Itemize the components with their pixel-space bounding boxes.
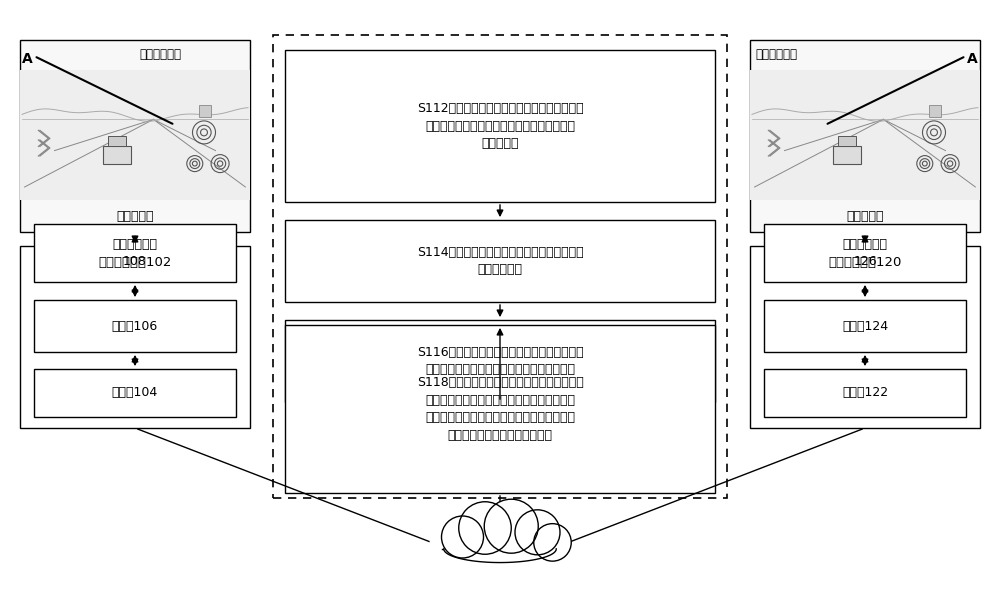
Text: 目标虚拟场景: 目标虚拟场景 <box>140 48 182 61</box>
FancyBboxPatch shape <box>750 40 980 232</box>
Text: S114，获取在第一客户端上执行操作所生成的
第一操作指令: S114，获取在第一客户端上执行操作所生成的 第一操作指令 <box>417 246 583 276</box>
Circle shape <box>459 502 511 554</box>
FancyBboxPatch shape <box>764 300 966 352</box>
FancyBboxPatch shape <box>285 50 715 202</box>
FancyBboxPatch shape <box>285 320 715 402</box>
Circle shape <box>515 510 560 555</box>
FancyBboxPatch shape <box>108 136 126 146</box>
FancyBboxPatch shape <box>20 246 250 428</box>
Text: 存储器104: 存储器104 <box>112 386 158 399</box>
Text: 人机交互屏幕
126: 人机交互屏幕 126 <box>842 238 888 268</box>
FancyBboxPatch shape <box>750 70 980 200</box>
FancyBboxPatch shape <box>103 146 131 163</box>
FancyBboxPatch shape <box>750 246 980 428</box>
FancyBboxPatch shape <box>285 220 715 302</box>
FancyBboxPatch shape <box>20 40 250 232</box>
Text: S112，在第一客户端执行游戏任务的情况下，
控制在目标虚拟场景中呈现执行游戏任务的第
一目标对象: S112，在第一客户端执行游戏任务的情况下， 控制在目标虚拟场景中呈现执行游戏任… <box>417 102 583 150</box>
FancyBboxPatch shape <box>34 300 236 352</box>
FancyBboxPatch shape <box>838 136 856 146</box>
Circle shape <box>517 525 565 573</box>
Text: S116，响应第一操作指令，控制在目标虚拟场
景中呈现第一目标对象执行游戏任务中的动作: S116，响应第一操作指令，控制在目标虚拟场 景中呈现第一目标对象执行游戏任务中… <box>417 346 583 376</box>
Text: 服务器
110: 服务器 110 <box>487 532 513 565</box>
Circle shape <box>484 499 538 553</box>
FancyBboxPatch shape <box>764 224 966 282</box>
Text: S118，在第一目标对象执行游戏任务达到第一
时长、且游戏任务未完成的情况下，控制在目
标虚拟场景中呈现在第一目标对象之后的第二
目标对象执行游戏任务中的动作: S118，在第一目标对象执行游戏任务达到第一 时长、且游戏任务未完成的情况下，控… <box>417 376 583 442</box>
Text: 人机交互屏幕
108: 人机交互屏幕 108 <box>112 238 158 268</box>
Text: 第二客户端: 第二客户端 <box>846 209 884 222</box>
FancyBboxPatch shape <box>199 106 211 117</box>
Circle shape <box>442 516 484 558</box>
FancyBboxPatch shape <box>929 106 941 117</box>
Text: 存储器122: 存储器122 <box>842 386 888 399</box>
Text: 第一用户设备102: 第一用户设备102 <box>98 257 172 270</box>
Text: A: A <box>967 52 978 66</box>
Text: 第一客户端: 第一客户端 <box>116 209 154 222</box>
Text: 处理器124: 处理器124 <box>842 320 888 333</box>
FancyBboxPatch shape <box>34 224 236 282</box>
Circle shape <box>464 514 536 586</box>
Circle shape <box>534 524 571 561</box>
Text: A: A <box>22 52 33 66</box>
Text: 处理器106: 处理器106 <box>112 320 158 333</box>
FancyBboxPatch shape <box>764 369 966 417</box>
FancyBboxPatch shape <box>34 369 236 417</box>
Text: 目标虚拟场景: 目标虚拟场景 <box>755 48 797 61</box>
FancyBboxPatch shape <box>20 70 250 200</box>
Circle shape <box>429 525 474 571</box>
Text: 第二用户设备120: 第二用户设备120 <box>828 257 902 270</box>
FancyBboxPatch shape <box>833 146 861 163</box>
FancyBboxPatch shape <box>285 325 715 493</box>
